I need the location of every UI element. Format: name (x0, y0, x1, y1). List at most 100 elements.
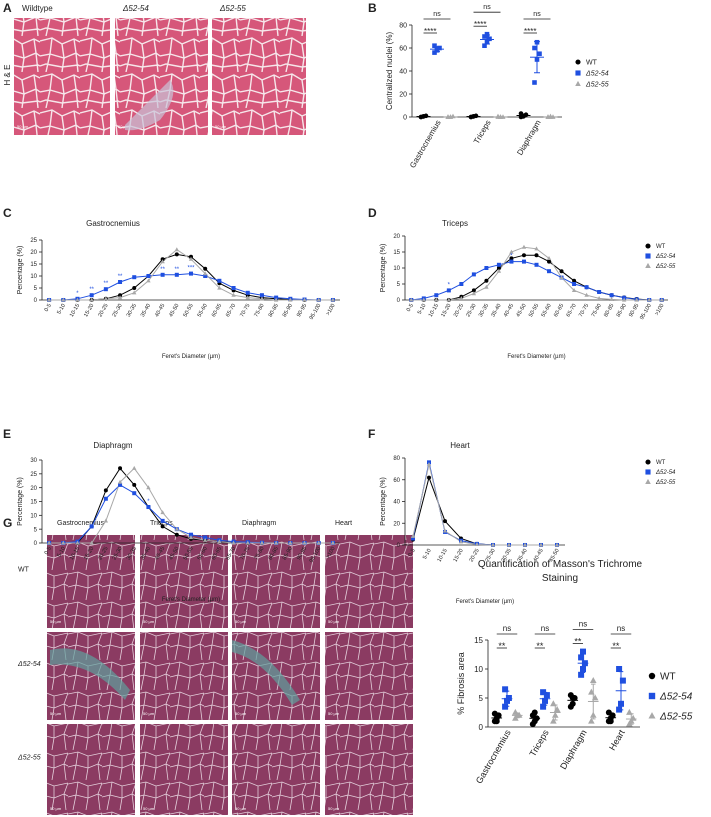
y-tick-label: 30 (30, 458, 37, 464)
x-tick-label: >100 (325, 303, 336, 317)
marker (259, 296, 265, 301)
x-axis-label: Feret's Diameter (µm) (507, 354, 565, 360)
panel-letter: B (368, 1, 377, 15)
micrograph (325, 535, 413, 628)
y-tick-label: 40 (399, 68, 407, 75)
scale-bar-label: 50 µm (50, 806, 62, 811)
significance-label: ns (433, 11, 441, 18)
significance-label: ** (574, 637, 582, 647)
x-tick-label: 5-10 (417, 303, 428, 316)
series-line (411, 261, 662, 301)
micrograph (47, 724, 135, 815)
marker (217, 278, 222, 283)
scale-bar-label: 50 µm (143, 806, 155, 811)
marker (571, 288, 577, 292)
marker (471, 288, 476, 293)
marker (550, 717, 557, 724)
significance-label: ns (541, 624, 549, 633)
marker (547, 259, 552, 264)
series-line (411, 254, 662, 301)
x-tick-label: 0-5 (44, 303, 53, 313)
significance-label: * (448, 282, 451, 288)
legend-marker (648, 672, 656, 680)
x-tick-label: 90-95 (296, 303, 308, 318)
legend-label: WT (586, 59, 598, 66)
marker (474, 542, 480, 547)
marker (132, 482, 137, 487)
x-tick-label: 25-30 (112, 303, 124, 318)
significance-label: ** (536, 641, 544, 651)
marker (578, 671, 585, 678)
scale-bar-label: 50 µm (143, 711, 155, 716)
significance-label: ** (498, 641, 506, 651)
marker (117, 295, 123, 300)
x-tick-label: 5-10 (56, 303, 67, 316)
marker (538, 542, 544, 547)
marker (421, 297, 426, 302)
y-tick-label: 25 (30, 472, 37, 478)
x-tick-label: 85-90 (616, 303, 628, 318)
x-tick-label: 65-70 (566, 303, 578, 318)
marker (259, 293, 264, 298)
marker (160, 518, 165, 523)
significance-label: **** (524, 27, 536, 36)
column-label: Wildtype (22, 4, 53, 13)
marker (160, 524, 165, 529)
marker (432, 50, 437, 55)
marker (330, 297, 336, 302)
marker (61, 297, 66, 302)
chart-title: Gastrocnemius (86, 219, 140, 228)
legend-label: Δ52-55 (659, 712, 693, 723)
marker (316, 297, 321, 302)
x-tick-label: 20-25 (97, 303, 109, 318)
significance-label: * (76, 291, 79, 297)
column-label: Gastrocnemius (57, 520, 105, 527)
x-tick-label: 80-85 (268, 303, 280, 318)
marker (103, 287, 108, 292)
y-tick-label: 60 (393, 478, 400, 484)
marker (427, 475, 431, 480)
y-tick-label: 0 (403, 114, 407, 121)
y-tick-label: 15 (474, 636, 483, 645)
significance-label: *** (187, 266, 195, 272)
legend-marker (575, 59, 581, 65)
marker (118, 482, 123, 487)
panel-letter: A (3, 1, 12, 15)
marker (521, 244, 527, 249)
fibrosis-patch (50, 640, 300, 705)
series-line (412, 462, 557, 546)
y-tick-label: 0 (397, 298, 401, 304)
x-tick-label: 45-50 (515, 303, 527, 318)
marker (89, 293, 94, 298)
marker (203, 266, 208, 271)
column-label: Triceps (150, 520, 173, 527)
marker (547, 269, 552, 274)
marker (174, 272, 179, 277)
scale-bar-label: 50 µm (328, 619, 340, 624)
marker (572, 282, 577, 286)
x-tick-label: 90-95 (628, 303, 640, 318)
marker (446, 297, 452, 302)
marker (616, 666, 623, 672)
significance-label: * (147, 499, 150, 505)
y-tick-label: 10 (30, 274, 37, 280)
marker (217, 539, 222, 544)
x-axis-label: Feret's Diameter (µm) (162, 354, 220, 360)
x-tick-label: 10-15 (428, 303, 440, 318)
y-tick-label: 10 (30, 513, 37, 519)
micrograph (232, 724, 320, 815)
marker (103, 488, 108, 493)
marker (302, 297, 307, 302)
marker (578, 654, 585, 661)
legend-label: Δ52-55 (655, 480, 676, 486)
marker (202, 537, 208, 542)
marker (471, 272, 476, 277)
x-tick-label: 30-35 (126, 303, 138, 318)
x-tick-label: 75-80 (591, 303, 603, 318)
legend-marker (645, 243, 651, 249)
side-label: H & E (3, 65, 12, 86)
significance-label: ** (174, 267, 179, 273)
marker (458, 539, 464, 544)
panel-letter: E (3, 427, 11, 441)
marker (543, 692, 550, 699)
